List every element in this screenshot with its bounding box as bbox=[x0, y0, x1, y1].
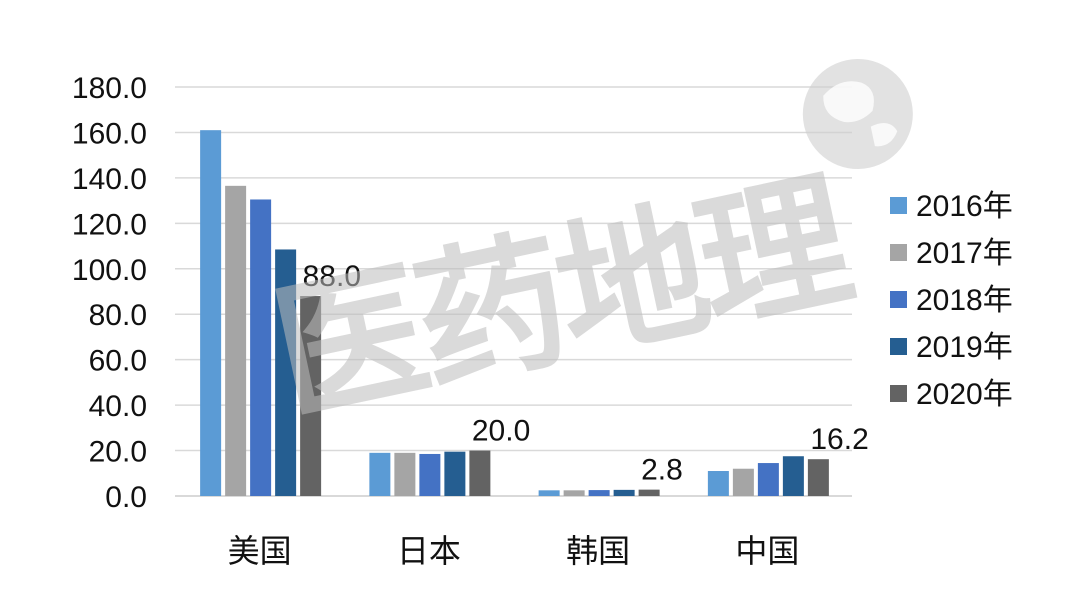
bar-2018年-美国 bbox=[250, 199, 272, 496]
bar-2017年-美国 bbox=[225, 185, 247, 496]
data-label: 2.8 bbox=[641, 454, 683, 487]
y-tick-label: 140.0 bbox=[72, 163, 147, 196]
bar-2019年-韩国 bbox=[613, 489, 635, 496]
bar-2020年-美国 bbox=[300, 296, 322, 496]
legend-swatch bbox=[890, 338, 907, 355]
x-category-label: 日本 bbox=[397, 533, 461, 569]
legend-swatch bbox=[890, 244, 907, 261]
bar-2019年-日本 bbox=[444, 451, 466, 496]
legend-label: 2018年 bbox=[916, 284, 1013, 317]
legend-label: 2016年 bbox=[916, 190, 1013, 223]
data-label: 88.0 bbox=[303, 260, 361, 293]
bar-2018年-韩国 bbox=[588, 490, 610, 496]
bar-2017年-中国 bbox=[732, 468, 754, 496]
legend-swatch bbox=[890, 385, 907, 402]
y-tick-label: 180.0 bbox=[72, 72, 147, 105]
legend-swatch bbox=[890, 291, 907, 308]
bar-2016年-美国 bbox=[200, 130, 222, 496]
x-axis-categories: 美国 日本 韩国 中国 bbox=[228, 533, 800, 569]
bar-2019年-中国 bbox=[782, 456, 804, 496]
globe-icon bbox=[802, 59, 913, 170]
data-labels: 88.0 20.0 2.8 16.2 bbox=[303, 260, 869, 487]
y-axis-ticks: 0.0 20.0 40.0 60.0 80.0 100.0 120.0 140.0 160.0 1… bbox=[72, 72, 147, 514]
legend-label: 2019年 bbox=[916, 331, 1013, 364]
bar-2020年-韩国 bbox=[638, 489, 660, 496]
y-tick-label: 100.0 bbox=[72, 254, 147, 287]
y-tick-label: 0.0 bbox=[105, 481, 147, 514]
data-label: 16.2 bbox=[810, 423, 868, 456]
bar-2017年-日本 bbox=[394, 452, 416, 496]
bars bbox=[200, 130, 829, 496]
bar-2020年-中国 bbox=[807, 459, 829, 496]
legend-swatch bbox=[890, 197, 907, 214]
y-tick-label: 20.0 bbox=[89, 436, 147, 469]
y-tick-label: 60.0 bbox=[89, 345, 147, 378]
x-category-label: 韩国 bbox=[566, 533, 630, 569]
y-tick-label: 120.0 bbox=[72, 208, 147, 241]
x-category-label: 中国 bbox=[735, 533, 799, 569]
legend-label: 2020年 bbox=[916, 378, 1013, 411]
watermark: 医药地理 bbox=[260, 59, 913, 444]
bar-2019年-美国 bbox=[275, 249, 297, 496]
bar-2020年-日本 bbox=[469, 450, 491, 496]
y-tick-label: 40.0 bbox=[89, 390, 147, 423]
legend: 2016年 2017年 2018年 2019年 2020年 bbox=[890, 190, 1013, 411]
data-label: 20.0 bbox=[472, 415, 530, 448]
bar-2018年-中国 bbox=[757, 463, 779, 496]
bar-2016年-韩国 bbox=[538, 490, 560, 496]
y-tick-label: 160.0 bbox=[72, 117, 147, 150]
bar-2016年-日本 bbox=[369, 452, 391, 496]
svg-text:医药地理: 医药地理 bbox=[260, 153, 864, 444]
bar-2017年-韩国 bbox=[563, 490, 585, 496]
y-tick-label: 80.0 bbox=[89, 299, 147, 332]
legend-label: 2017年 bbox=[916, 237, 1013, 270]
bar-2018年-日本 bbox=[419, 453, 441, 496]
x-category-label: 美国 bbox=[228, 533, 292, 569]
bar-2016年-中国 bbox=[707, 471, 729, 496]
